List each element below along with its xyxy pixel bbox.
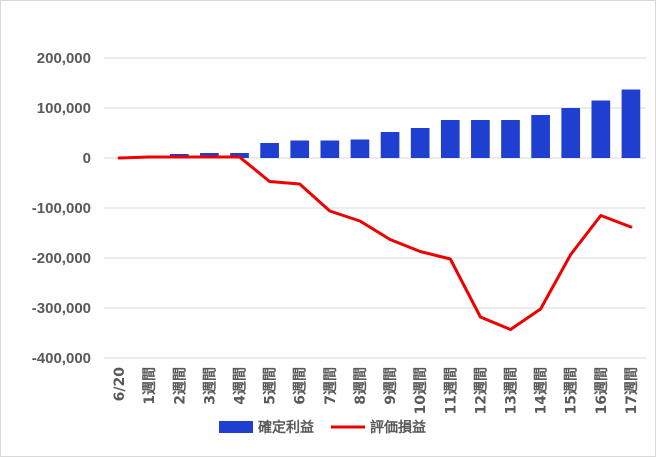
bar bbox=[501, 120, 520, 158]
y-tick-label: 200,000 bbox=[37, 50, 91, 67]
legend-swatch-confirmed-profit bbox=[219, 421, 253, 433]
y-tick-label: -100,000 bbox=[32, 200, 91, 217]
x-category-label: 12週間 bbox=[473, 367, 489, 414]
x-category-label: 5週間 bbox=[263, 367, 279, 405]
y-tick-label: -300,000 bbox=[32, 300, 91, 317]
x-category-label: 9週間 bbox=[383, 367, 399, 405]
x-category-label: 14週間 bbox=[534, 367, 550, 414]
bar bbox=[621, 89, 641, 158]
x-category-label: 3週間 bbox=[202, 367, 218, 405]
bar bbox=[531, 115, 550, 158]
line-series-unrealized-pl bbox=[117, 155, 633, 331]
bar bbox=[260, 143, 279, 158]
x-category-label: 6週間 bbox=[293, 367, 309, 405]
x-category-label: 8週間 bbox=[353, 367, 369, 405]
legend-label-confirmed-profit: 確定利益 bbox=[258, 419, 314, 436]
x-category-label: 4週間 bbox=[233, 367, 249, 405]
x-category-label: 7週間 bbox=[323, 367, 339, 405]
bar bbox=[410, 128, 430, 158]
y-tick-label: -200,000 bbox=[32, 250, 91, 267]
y-axis-tick-labels: 200,000 100,000 0 -100,000 -200,000 -300,000 -… bbox=[32, 50, 91, 367]
x-category-label: 17週間 bbox=[624, 367, 640, 414]
x-category-label: 16週間 bbox=[594, 367, 610, 414]
x-category-label: 13週間 bbox=[504, 367, 520, 414]
bar bbox=[350, 139, 370, 158]
legend-label-unrealized-pl: 評価損益 bbox=[370, 419, 426, 436]
x-category-label: 11週間 bbox=[443, 367, 459, 414]
bar bbox=[290, 140, 310, 158]
y-tick-label: 0 bbox=[83, 150, 91, 167]
y-tick-label: -400,000 bbox=[32, 350, 91, 367]
bar bbox=[561, 108, 581, 158]
gridlines bbox=[104, 57, 646, 359]
legend: 確定利益 評価損益 bbox=[219, 419, 426, 436]
x-category-label: 1週間 bbox=[142, 367, 158, 405]
x-category-label: 10週間 bbox=[413, 367, 429, 414]
x-axis-category-labels: 6/20 1週間 2週間 3週間 4週間 5週間 6週間 7週間 8週間 9週間 10週間 11週間 1… bbox=[112, 367, 640, 415]
bar bbox=[320, 140, 340, 158]
bar bbox=[471, 120, 490, 158]
bar bbox=[380, 132, 400, 158]
x-category-label: 2週間 bbox=[172, 367, 188, 405]
line-path bbox=[117, 155, 633, 331]
bar bbox=[440, 120, 460, 158]
x-category-label: 6/20 bbox=[112, 367, 128, 402]
bar-series-confirmed-profit bbox=[139, 89, 641, 158]
bar bbox=[591, 100, 611, 158]
y-tick-label: 100,000 bbox=[37, 100, 91, 117]
x-category-label: 15週間 bbox=[564, 367, 580, 414]
